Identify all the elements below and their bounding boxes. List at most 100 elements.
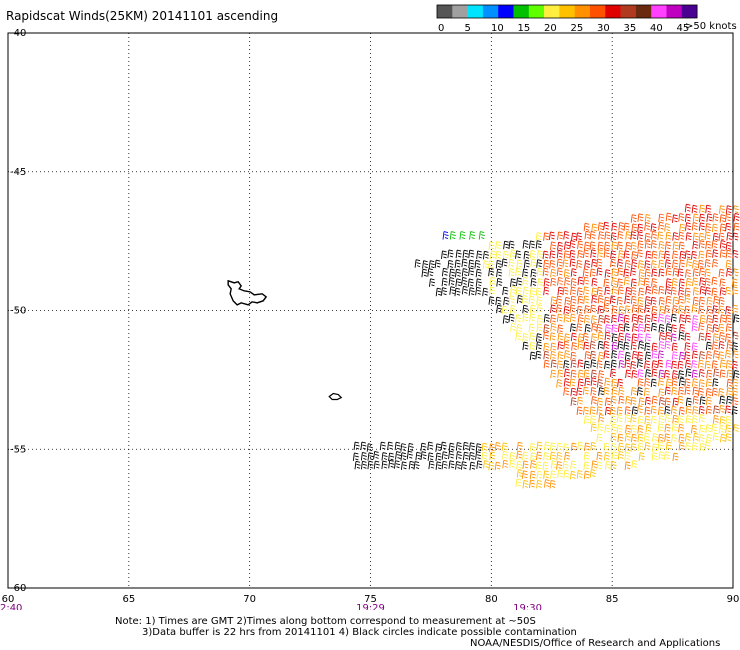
wind-barb (582, 249, 590, 258)
wind-barb (712, 213, 719, 222)
wind-barb (732, 268, 739, 277)
wind-barb (597, 331, 604, 341)
wind-barb (543, 313, 550, 323)
wind-barb (590, 442, 597, 451)
wind-barb (609, 406, 616, 416)
wind-barb (495, 260, 502, 269)
wind-barb (367, 460, 374, 470)
wind-barb (692, 406, 699, 415)
wind-barb (623, 276, 630, 286)
wind-barb (672, 296, 679, 306)
wind-barb (522, 451, 529, 460)
wind-barb (686, 258, 693, 267)
wind-barb (699, 443, 706, 452)
wind-barb (617, 286, 624, 295)
wind-barb (508, 295, 515, 304)
wind-barb (570, 442, 577, 452)
wind-barb (563, 378, 570, 387)
wind-barb (597, 241, 604, 251)
colorbar-label: 0 (438, 23, 444, 34)
wind-barb (623, 222, 630, 232)
wind-barb (725, 405, 732, 414)
time-label: 22:40 (0, 603, 22, 610)
wind-barb (589, 341, 596, 350)
wind-barb (650, 260, 657, 269)
wind-barb (699, 424, 706, 434)
wind-barb (732, 250, 739, 259)
wind-barb (550, 470, 557, 479)
wind-barb (387, 441, 394, 451)
wind-barb (658, 415, 665, 424)
wind-barb (529, 479, 536, 489)
wind-barb (577, 276, 584, 286)
wind-barb (719, 359, 726, 368)
wind-barb (462, 441, 469, 451)
wind-barb (530, 460, 537, 469)
wind-barb (481, 451, 488, 461)
wind-barb (515, 286, 522, 296)
wind-barb (651, 350, 658, 359)
wind-barb (624, 414, 631, 423)
wind-barb (549, 451, 556, 461)
wind-barb (529, 287, 536, 296)
wind-barb (556, 452, 563, 461)
wind-barb (489, 443, 496, 452)
wind-barb (725, 314, 732, 324)
wind-barb (510, 322, 517, 332)
wind-barb (590, 350, 597, 360)
wind-barb (596, 406, 603, 415)
wind-barb (535, 341, 542, 350)
wind-map-plot: 60 65 70 75 80 85 90 -40 -45 -50 -55 -60 22:40 19:29 1… (0, 28, 740, 610)
wind-barb (692, 260, 699, 269)
wind-barb (536, 451, 543, 461)
wind-barb (685, 368, 692, 377)
wind-barb (488, 461, 495, 471)
wind-barb (508, 268, 515, 277)
colorbar-label: 10 (491, 23, 504, 34)
wind-barb (691, 442, 698, 451)
wind-barb (611, 268, 618, 277)
wind-barb (618, 222, 625, 231)
wind-barb (706, 305, 713, 315)
wind-barb (441, 250, 448, 259)
x-tick-label: 80 (485, 594, 498, 605)
wind-barb (489, 250, 496, 260)
wind-barb (447, 260, 454, 269)
wind-barb (617, 350, 625, 360)
wind-barb (691, 369, 698, 379)
wind-barb (381, 452, 388, 461)
wind-barb (427, 452, 434, 461)
wind-barb (719, 223, 726, 233)
wind-barb (536, 304, 543, 313)
colorbar-swatch (437, 5, 453, 18)
wind-barb (678, 231, 685, 241)
wind-barb (624, 333, 631, 342)
wind-barb (651, 368, 658, 378)
wind-barb (611, 285, 618, 295)
wind-barb (557, 332, 564, 341)
wind-barb (611, 350, 618, 359)
wind-barb (644, 304, 651, 313)
wind-barb (630, 295, 637, 305)
wind-barb (543, 324, 550, 333)
wind-barb (643, 432, 650, 442)
wind-barb (732, 331, 739, 341)
wind-barb (719, 287, 726, 296)
wind-barb (604, 377, 611, 387)
wind-barb (604, 406, 612, 416)
wind-barb (610, 442, 617, 452)
wind-barb (705, 332, 712, 342)
wind-barb (454, 259, 461, 269)
wind-barb (557, 324, 564, 333)
x-tick-label: 60 (2, 594, 15, 605)
wind-barb (712, 305, 719, 314)
wind-barb (550, 268, 557, 278)
wind-barb (651, 278, 658, 287)
wind-barb (718, 341, 725, 350)
wind-barb (705, 405, 712, 415)
wind-barb (536, 441, 543, 451)
wind-barb (469, 461, 476, 471)
wind-barb (705, 378, 712, 388)
wind-barb (671, 377, 678, 387)
wind-barb (719, 214, 726, 223)
